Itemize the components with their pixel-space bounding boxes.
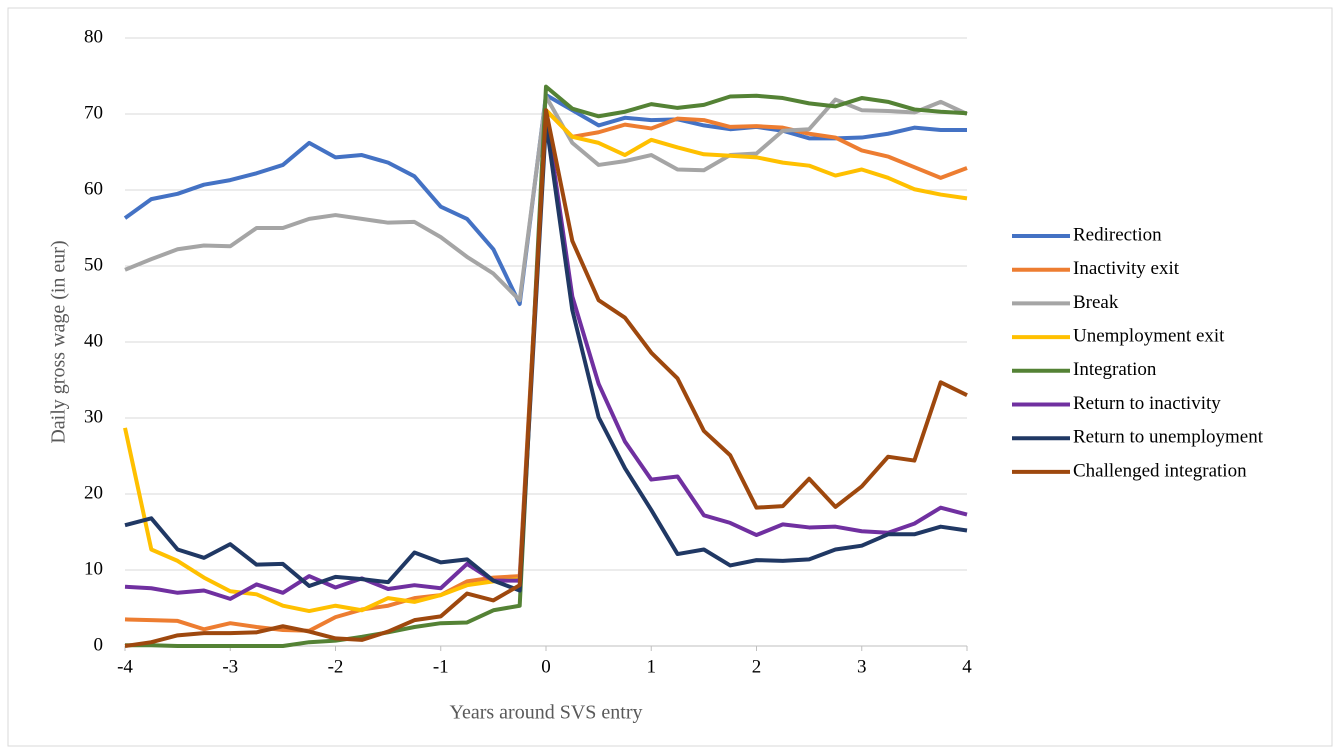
legend-label: Unemployment exit — [1073, 325, 1225, 346]
x-tick-label: 0 — [541, 656, 551, 677]
y-tick-label: 60 — [84, 178, 103, 199]
legend-label: Break — [1073, 292, 1119, 313]
x-tick-label: -3 — [222, 656, 238, 677]
y-tick-label: 30 — [84, 406, 103, 427]
series-line — [125, 84, 968, 648]
legend-label: Integration — [1073, 359, 1157, 380]
x-tick-label: 1 — [647, 656, 657, 677]
legend-label: Redirection — [1073, 224, 1162, 245]
x-axis-title: Years around SVS entry — [450, 702, 643, 724]
legend-label: Inactivity exit — [1073, 258, 1180, 279]
y-tick-label: 80 — [84, 26, 103, 47]
y-axis-title: Daily gross wage (in eur) — [48, 240, 70, 443]
x-tick-label: 3 — [857, 656, 867, 677]
series-line — [124, 108, 968, 648]
x-tick-label: -4 — [117, 656, 133, 677]
y-tick-label: 50 — [84, 254, 103, 275]
x-tick-label: 2 — [752, 656, 762, 677]
x-tick-label: -2 — [328, 656, 344, 677]
legend-label: Challenged integration — [1073, 460, 1247, 481]
x-tick-label: -1 — [433, 656, 449, 677]
legend-label: Return to inactivity — [1073, 393, 1221, 414]
y-tick-label: 0 — [94, 634, 104, 655]
y-tick-label: 20 — [84, 482, 103, 503]
y-tick-label: 40 — [84, 330, 103, 351]
y-tick-label: 10 — [84, 558, 103, 579]
x-tick-label: 4 — [962, 656, 972, 677]
legend-label: Return to unemployment — [1073, 427, 1264, 448]
y-tick-label: 70 — [84, 102, 103, 123]
